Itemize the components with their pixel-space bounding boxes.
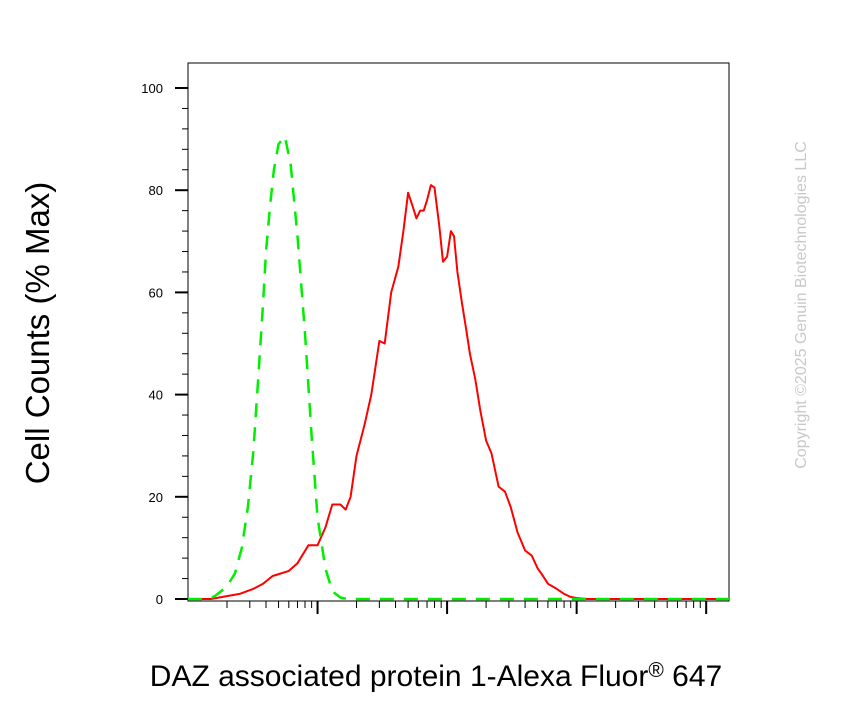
y-tick-label: 100 xyxy=(141,81,163,96)
x-axis-label-text: DAZ associated protein 1-Alexa Fluor xyxy=(150,660,649,693)
y-tick-label: 40 xyxy=(149,388,163,403)
y-tick-label: 0 xyxy=(156,592,163,607)
x-axis-label: DAZ associated protein 1-Alexa Fluor® 64… xyxy=(150,659,722,693)
copyright-watermark: Copyright ©2025 Genuin Biotechnologies L… xyxy=(793,141,810,469)
y-axis-label: Cell Counts (% Max) xyxy=(19,182,56,485)
x-axis xyxy=(226,601,708,614)
y-tick-label: 80 xyxy=(149,183,163,198)
sample-histogram-line xyxy=(188,184,729,600)
series-layer xyxy=(188,135,729,601)
y-tick-label: 60 xyxy=(149,285,163,300)
control-histogram-line xyxy=(188,135,729,601)
plot-frame xyxy=(187,62,730,602)
y-axis: 0 20 40 60 80 100 xyxy=(141,81,188,607)
x-axis-label-suffix: 647 xyxy=(664,660,722,693)
y-tick-label: 20 xyxy=(149,490,163,505)
registered-mark: ® xyxy=(648,659,664,682)
